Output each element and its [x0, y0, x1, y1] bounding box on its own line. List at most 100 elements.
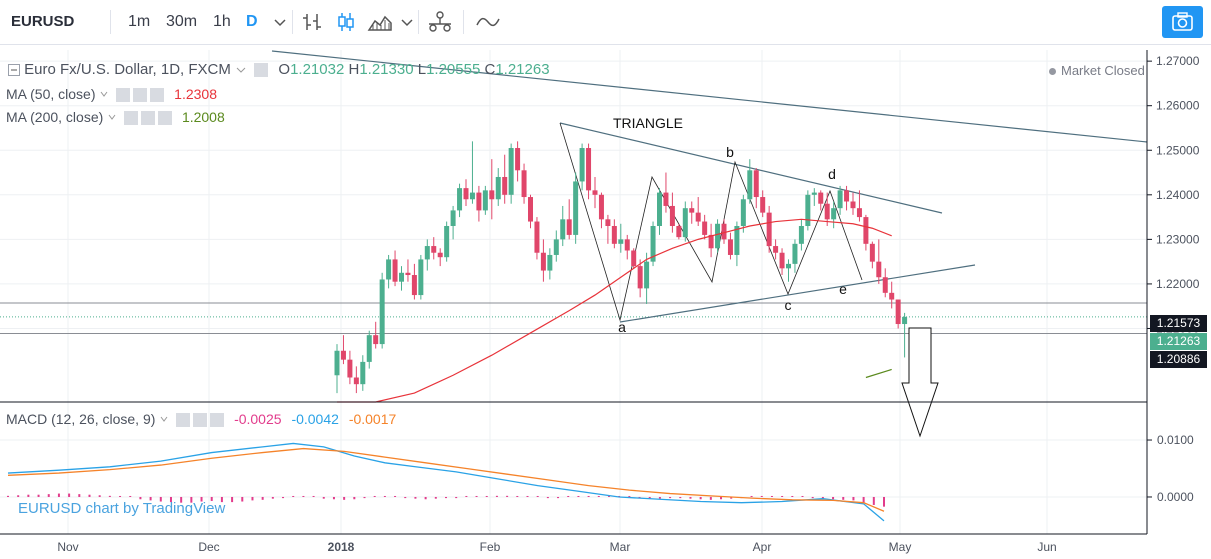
triangle-annotation: a b c d e TRIANGLE [271, 50, 1148, 438]
timeframe-d-button[interactable]: D [246, 13, 258, 30]
triangle-label: TRIANGLE [613, 115, 683, 131]
candle-body [844, 190, 850, 202]
candle-body [528, 197, 533, 222]
price-tick-label: 1.25000 [1156, 143, 1200, 157]
ma50-line [337, 218, 892, 403]
price-chart[interactable]: a b c d e TRIANGLE 1.27000 1.26000 1.25000 1.240… [0, 45, 1211, 559]
macd-line-value: -0.0042 [291, 411, 339, 427]
candle-body [786, 263, 791, 269]
chart-grid [0, 50, 1147, 534]
toolbar-divider [292, 10, 293, 34]
symbol-label[interactable]: EURUSD [11, 13, 75, 30]
candle-body [515, 148, 521, 171]
candle-body [463, 188, 469, 200]
tradingview-watermark[interactable]: EURUSD chart by TradingView [18, 500, 226, 517]
gear-icon[interactable] [141, 111, 156, 126]
close-icon[interactable] [210, 413, 225, 428]
price-tag-upper-level: 1.21573 [1150, 315, 1207, 332]
close-icon[interactable] [150, 88, 165, 103]
candle-body [734, 226, 740, 255]
candle-body [676, 226, 682, 238]
candle-body [895, 299, 901, 325]
candle-body [747, 170, 753, 200]
eye-icon[interactable] [254, 63, 269, 78]
candle-body [760, 197, 766, 213]
time-tick-label: Feb [480, 540, 501, 554]
candle-body [598, 194, 604, 220]
bar-chart-icon[interactable] [298, 8, 326, 36]
candle-body [657, 192, 662, 226]
eye-icon[interactable] [116, 88, 131, 103]
candle-body [418, 259, 424, 296]
candle-body [366, 335, 372, 362]
timeframe-1m-button[interactable]: 1m [128, 13, 151, 30]
macd-pane [7, 442, 885, 522]
candle-body [818, 192, 824, 204]
candle-body [689, 208, 695, 213]
toolbar-divider [418, 10, 419, 34]
macd-tick-label: 0.0100 [1157, 433, 1194, 447]
price-tick-label: 1.26000 [1156, 99, 1200, 113]
open-value: 1.21032 [290, 61, 345, 78]
candle-body [469, 192, 475, 200]
time-tick-label: May [889, 540, 912, 554]
collapse-icon[interactable] [8, 64, 20, 77]
wave-point-label: b [726, 144, 734, 160]
candle-body [502, 176, 508, 195]
candle-body [798, 226, 804, 244]
candle-body [573, 181, 579, 235]
time-tick-label: Nov [57, 540, 78, 554]
candle-body [340, 350, 346, 360]
candle-body [347, 359, 353, 378]
candle-body [644, 261, 650, 289]
camera-button[interactable] [1162, 6, 1203, 38]
ma50-label: MA (50, close) [6, 86, 96, 102]
close-icon[interactable] [158, 111, 173, 126]
candle-body [521, 170, 527, 198]
ma200-value: 1.2008 [181, 109, 225, 125]
timeframe-1h-button[interactable]: 1h [213, 13, 231, 30]
low-label: L [417, 61, 427, 78]
candle-body [902, 316, 908, 325]
chevron-down-icon[interactable] [107, 112, 117, 122]
gear-icon[interactable] [133, 88, 148, 103]
chart-axes: 1.27000 1.26000 1.25000 1.24000 1.23000 1.220… [0, 45, 1211, 559]
candle-body [489, 190, 495, 200]
candlestick-icon[interactable] [332, 8, 360, 36]
candle-body [811, 192, 817, 195]
chevron-down-icon[interactable] [99, 89, 109, 99]
candle-body [560, 219, 566, 240]
candle-body [411, 275, 417, 296]
wave-point-label: a [618, 319, 626, 335]
candle-body [869, 243, 875, 262]
market-status: Market Closed [1049, 63, 1145, 78]
toolbar-divider [110, 10, 111, 34]
candle-body [592, 190, 598, 195]
area-chart-icon[interactable] [366, 8, 394, 36]
chevron-down-icon[interactable] [159, 414, 169, 424]
chevron-down-icon[interactable] [266, 8, 294, 36]
candle-body [450, 210, 456, 226]
candle-body [766, 212, 772, 247]
candle-body [457, 188, 463, 211]
close-label: C [484, 61, 496, 78]
chevron-down-icon[interactable] [235, 64, 247, 76]
timeframe-30m-button[interactable]: 30m [166, 13, 198, 30]
indicators-icon[interactable] [474, 8, 502, 36]
candlestick-series [334, 141, 908, 394]
eye-icon[interactable] [176, 413, 191, 428]
candle-body [663, 192, 669, 206]
gear-icon[interactable] [193, 413, 208, 428]
candle-body [579, 148, 585, 182]
candle-body [637, 266, 643, 289]
candle-body [611, 226, 617, 244]
high-value: 1.21330 [359, 61, 414, 78]
chevron-down-icon[interactable] [393, 8, 421, 36]
compare-icon[interactable] [426, 8, 454, 36]
candle-body [695, 212, 701, 222]
ma200-legend: MA (200, close) 1.2008 [6, 109, 225, 126]
eye-icon[interactable] [124, 111, 139, 126]
candle-body [399, 272, 404, 282]
candle-body [553, 239, 559, 255]
candle-body [431, 246, 437, 253]
